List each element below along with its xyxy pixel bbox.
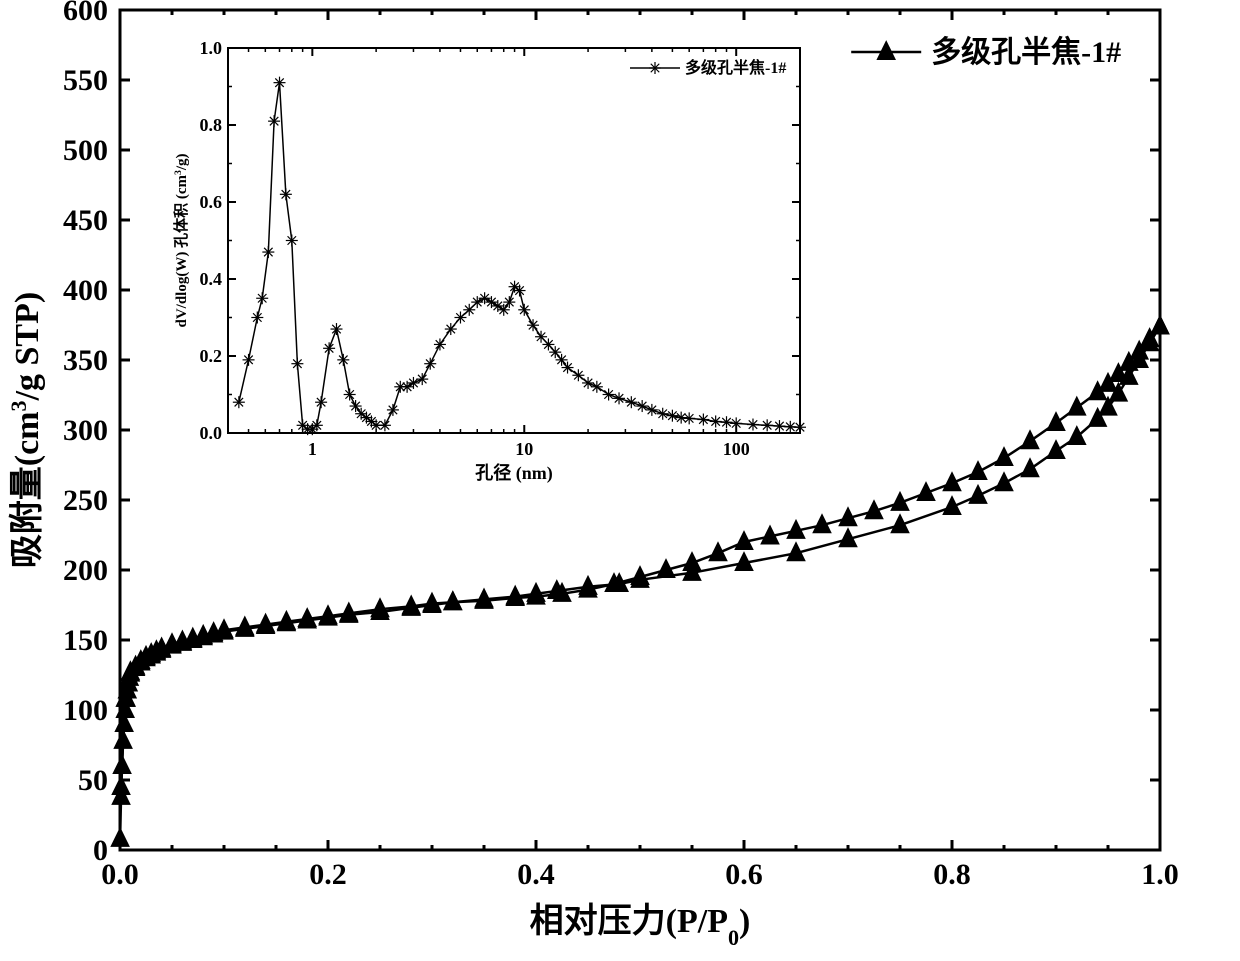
svg-text:相对压力(P/P0): 相对压力(P/P0) bbox=[530, 902, 751, 950]
svg-text:250: 250 bbox=[63, 484, 108, 517]
svg-text:200: 200 bbox=[63, 554, 108, 587]
svg-text:550: 550 bbox=[63, 64, 108, 97]
svg-text:0.6: 0.6 bbox=[725, 858, 763, 891]
svg-text:吸附量(cm3/g STP): 吸附量(cm3/g STP) bbox=[6, 292, 47, 568]
svg-text:150: 150 bbox=[63, 624, 108, 657]
svg-text:0.6: 0.6 bbox=[200, 192, 223, 212]
svg-text:600: 600 bbox=[63, 0, 108, 27]
svg-text:孔径 (nm): 孔径 (nm) bbox=[475, 462, 553, 484]
svg-text:100: 100 bbox=[63, 694, 108, 727]
figure-container: 0.0 0.2 0.4 0.6 0.8 1.0 0 50 100 150 200 250 300 350 4… bbox=[0, 0, 1240, 961]
svg-text:400: 400 bbox=[63, 274, 108, 307]
svg-text:多级孔半焦-1#: 多级孔半焦-1# bbox=[685, 58, 786, 77]
svg-text:0.4: 0.4 bbox=[517, 858, 555, 891]
svg-text:0.8: 0.8 bbox=[200, 115, 223, 135]
svg-text:1: 1 bbox=[308, 439, 317, 459]
svg-text:1.0: 1.0 bbox=[1141, 858, 1179, 891]
svg-text:0.0: 0.0 bbox=[200, 423, 223, 443]
svg-text:50: 50 bbox=[78, 764, 108, 797]
svg-text:450: 450 bbox=[63, 204, 108, 237]
svg-text:1.0: 1.0 bbox=[200, 38, 223, 58]
svg-text:0.2: 0.2 bbox=[200, 346, 223, 366]
svg-text:0.2: 0.2 bbox=[309, 858, 347, 891]
svg-text:10: 10 bbox=[515, 439, 533, 459]
svg-text:500: 500 bbox=[63, 134, 108, 167]
svg-canvas: 0.0 0.2 0.4 0.6 0.8 1.0 0 50 100 150 200 250 300 350 4… bbox=[0, 0, 1240, 961]
svg-text:0.8: 0.8 bbox=[933, 858, 971, 891]
svg-text:300: 300 bbox=[63, 414, 108, 447]
svg-text:350: 350 bbox=[63, 344, 108, 377]
svg-text:0.4: 0.4 bbox=[200, 269, 223, 289]
svg-text:0: 0 bbox=[93, 834, 108, 867]
svg-text:多级孔半焦-1#: 多级孔半焦-1# bbox=[931, 35, 1121, 69]
svg-text:100: 100 bbox=[723, 439, 750, 459]
svg-text:dV/dlog(W) 孔体积 (cm3/g): dV/dlog(W) 孔体积 (cm3/g) bbox=[172, 153, 190, 327]
